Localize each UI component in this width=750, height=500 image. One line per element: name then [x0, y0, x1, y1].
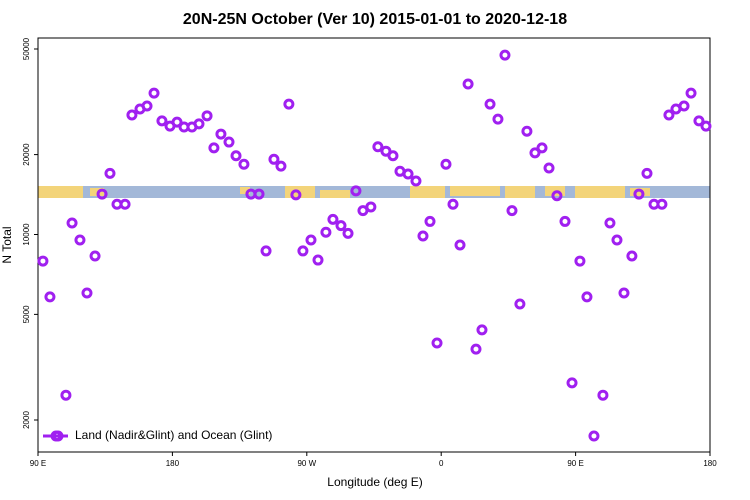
point: [372, 141, 384, 153]
point: [119, 198, 131, 210]
point: [66, 217, 78, 229]
point: [141, 100, 153, 112]
point: [104, 167, 116, 179]
point: [447, 198, 459, 210]
point: [484, 98, 496, 110]
point: [230, 150, 242, 162]
point: [305, 234, 317, 246]
point: [253, 188, 265, 200]
point: [551, 190, 563, 202]
point: [74, 234, 86, 246]
point: [693, 115, 705, 127]
point: [260, 245, 272, 257]
x-axis-label: Longitude (deg E): [327, 475, 422, 489]
point: [685, 87, 697, 99]
point: [514, 298, 526, 310]
point: [597, 389, 609, 401]
point: [440, 158, 452, 170]
point: [581, 291, 593, 303]
point: [275, 160, 287, 172]
point: [156, 115, 168, 127]
point: [37, 255, 49, 267]
point: [89, 250, 101, 262]
point: [215, 128, 227, 140]
point: [126, 109, 138, 121]
point: [663, 109, 675, 121]
legend-marker: [50, 430, 62, 442]
point: [44, 291, 56, 303]
point: [81, 287, 93, 299]
point: [201, 110, 213, 122]
point: [506, 205, 518, 217]
point: [559, 215, 571, 227]
point: [417, 230, 429, 242]
x-tick-label: 180: [703, 459, 717, 468]
point: [148, 87, 160, 99]
plot-frame: [37, 37, 711, 453]
point: [700, 120, 712, 132]
point: [529, 147, 541, 159]
point: [96, 188, 108, 200]
point: [327, 213, 339, 225]
point: [223, 136, 235, 148]
point: [424, 215, 436, 227]
y-tick-label: 5000: [22, 305, 31, 323]
point: [618, 287, 630, 299]
point: [492, 113, 504, 125]
point: [521, 125, 533, 137]
y-tick-label: 20000: [22, 143, 31, 166]
point: [611, 234, 623, 246]
point: [365, 201, 377, 213]
point: [678, 100, 690, 112]
point: [633, 188, 645, 200]
point: [350, 185, 362, 197]
point: [193, 118, 205, 130]
point: [626, 250, 638, 262]
point: [342, 227, 354, 239]
point: [470, 343, 482, 355]
chart-title: 20N-25N October (Ver 10) 2015-01-01 to 2…: [183, 11, 567, 28]
x-tick-label: 90 E: [567, 459, 583, 468]
point: [402, 168, 414, 180]
y-tick-label: 10000: [22, 223, 31, 246]
point: [268, 153, 280, 165]
legend-label: Land (Nadir&Glint) and Ocean (Glint): [75, 428, 272, 442]
point: [297, 245, 309, 257]
point: [60, 389, 72, 401]
x-tick-label: 180: [166, 459, 180, 468]
point: [641, 167, 653, 179]
point: [283, 98, 295, 110]
point: [588, 430, 600, 442]
point: [387, 150, 399, 162]
map-strip: [38, 186, 710, 198]
point: [604, 217, 616, 229]
point: [454, 239, 466, 251]
point: [462, 78, 474, 90]
point: [656, 198, 668, 210]
point: [171, 116, 183, 128]
point: [536, 142, 548, 154]
y-tick-label: 2000: [22, 411, 31, 429]
point: [410, 175, 422, 187]
point: [335, 220, 347, 232]
point: [476, 324, 488, 336]
point: [566, 377, 578, 389]
point: [290, 189, 302, 201]
y-tick-label: 50000: [22, 37, 31, 60]
point: [543, 162, 555, 174]
point: [499, 49, 511, 61]
point: [208, 142, 220, 154]
x-tick-label: 90 W: [297, 459, 316, 468]
point: [238, 158, 250, 170]
point: [320, 226, 332, 238]
x-tick-label: 0: [439, 459, 444, 468]
point: [574, 255, 586, 267]
point: [312, 254, 324, 266]
point: [431, 337, 443, 349]
y-axis-label: N Total: [0, 226, 14, 263]
x-tick-label: 90 E: [30, 459, 46, 468]
